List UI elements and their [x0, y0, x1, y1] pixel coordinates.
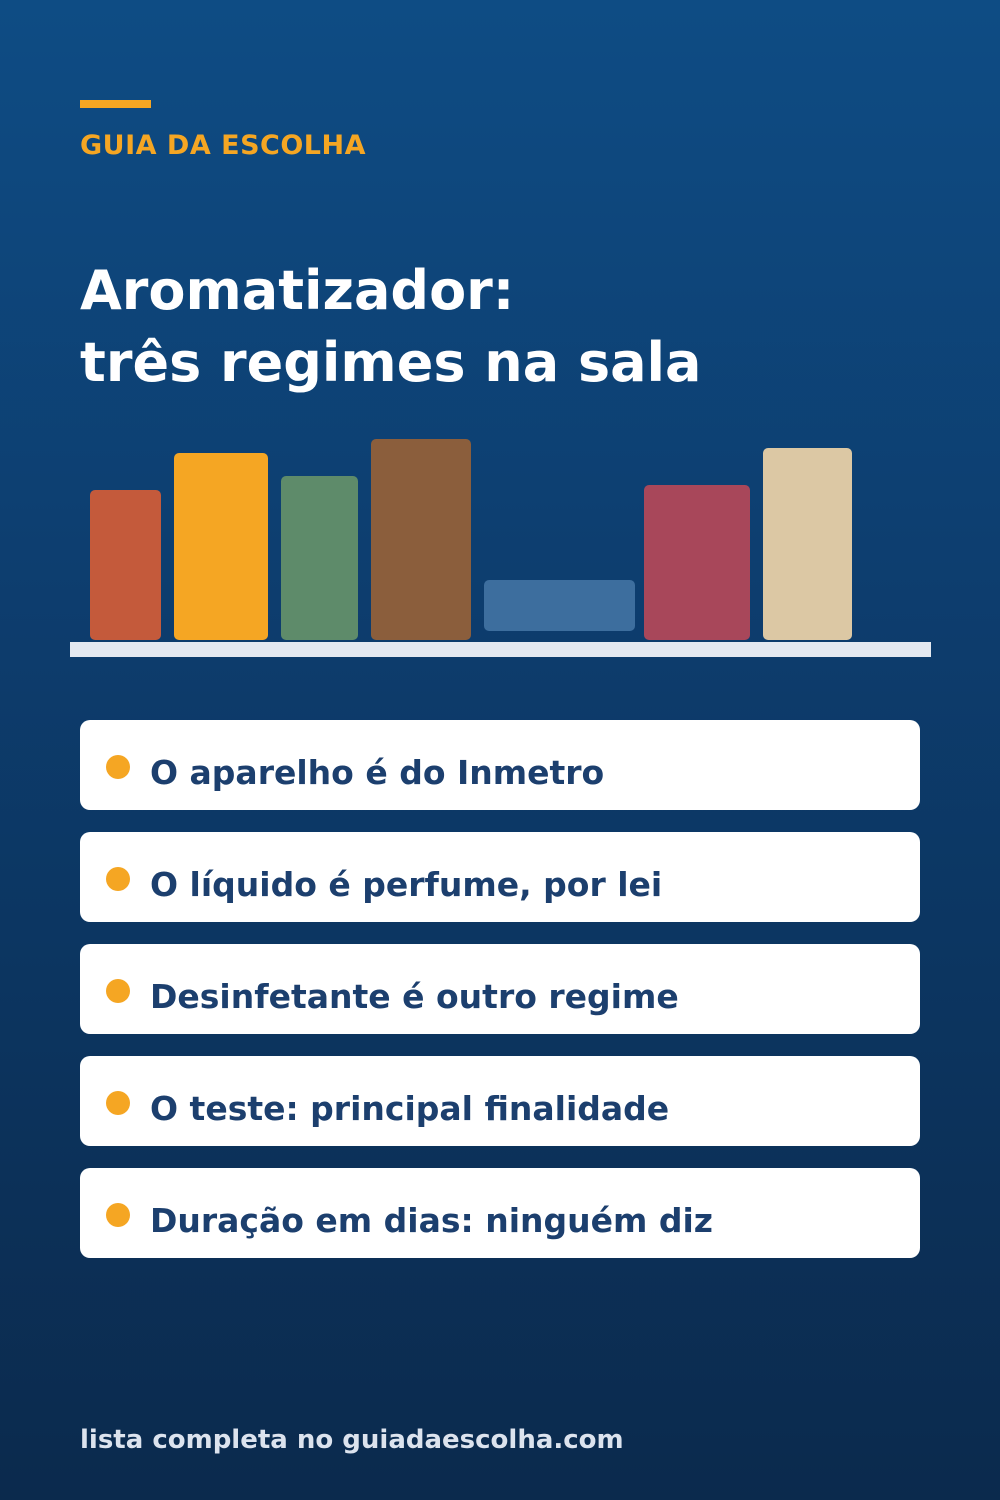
- point-text: Duração em dias: ninguém diz: [150, 1201, 714, 1240]
- bottle-7: [763, 448, 852, 640]
- bullet-dot-icon: [106, 1091, 130, 1115]
- bottle-3: [281, 476, 358, 640]
- bullet-dot-icon: [106, 755, 130, 779]
- point-text: O aparelho é do Inmetro: [150, 753, 605, 792]
- point-text: Desinfetante é outro regime: [150, 977, 679, 1016]
- bottle-1: [90, 490, 161, 640]
- point-card-5: Duração em dias: ninguém diz: [80, 1168, 920, 1258]
- point-text: O líquido é perfume, por lei: [150, 865, 663, 904]
- bottle-6: [644, 485, 750, 640]
- point-card-3: Desinfetante é outro regime: [80, 944, 920, 1034]
- bullet-dot-icon: [106, 1203, 130, 1227]
- bottle-5: [484, 580, 635, 631]
- bullet-dot-icon: [106, 867, 130, 891]
- bottles-illustration: [0, 0, 1000, 700]
- bullet-dot-icon: [106, 979, 130, 1003]
- page-title: Aromatizador: três regimes na sala: [80, 255, 701, 399]
- bottle-2: [174, 453, 268, 640]
- point-card-1: O aparelho é do Inmetro: [80, 720, 920, 810]
- footer-link-text: lista completa no guiadaescolha.com: [80, 1425, 624, 1455]
- title-line-2: três regimes na sala: [80, 331, 702, 394]
- brand-label: GUIA DA ESCOLHA: [80, 130, 366, 161]
- point-card-2: O líquido é perfume, por lei: [80, 832, 920, 922]
- point-text: O teste: principal finalidade: [150, 1089, 670, 1128]
- bottle-4: [371, 439, 471, 640]
- accent-bar: [80, 100, 151, 108]
- title-line-1: Aromatizador:: [80, 259, 515, 322]
- point-card-4: O teste: principal finalidade: [80, 1056, 920, 1146]
- shelf: [70, 642, 931, 657]
